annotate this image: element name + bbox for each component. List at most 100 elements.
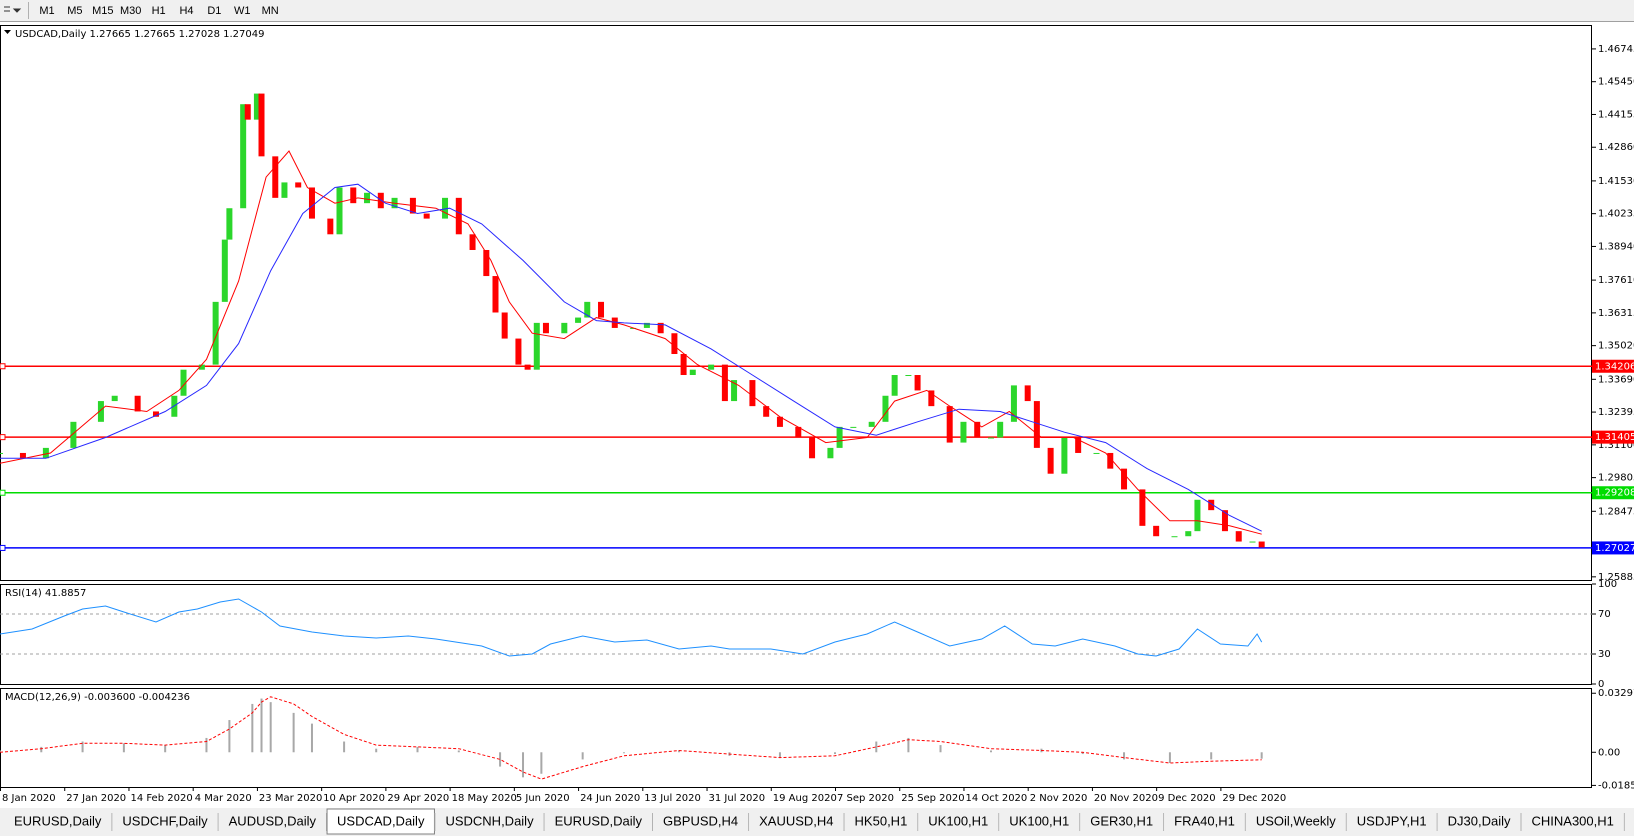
level-handle[interactable] <box>0 544 6 551</box>
candle <box>226 208 233 240</box>
tab-label[interactable]: CHINA300,H1 <box>1532 813 1614 828</box>
tab-label[interactable]: USDCNH,Daily <box>445 813 534 828</box>
tab[interactable] <box>1080 811 1164 833</box>
candle <box>180 369 187 396</box>
candle <box>1258 541 1265 548</box>
tab-label[interactable]: UK100,H1 <box>1009 813 1069 828</box>
timeframe-button[interactable]: MN <box>262 5 279 17</box>
candle <box>1033 401 1040 448</box>
timeframe-button[interactable]: M1 <box>39 5 54 17</box>
candle <box>1093 452 1100 454</box>
macd-bar <box>989 750 992 753</box>
y-tick-label: 1.37610 <box>1598 275 1634 286</box>
macd-bar <box>251 703 254 753</box>
tab[interactable] <box>435 811 544 833</box>
candle <box>258 93 265 157</box>
tab-label[interactable]: USDJPY,H1 <box>1357 813 1427 828</box>
macd-bar <box>540 752 543 774</box>
timeframe-button[interactable]: M15 <box>92 5 113 17</box>
tab[interactable] <box>749 811 844 833</box>
tab-label[interactable]: XAUUSD,H4 <box>759 813 833 828</box>
x-tick-label: 9 Dec 2020 <box>1158 793 1216 804</box>
tab[interactable] <box>218 811 327 833</box>
macd-bar <box>310 723 313 753</box>
candle <box>492 276 499 313</box>
tab[interactable] <box>112 811 218 833</box>
y-tick-label: 1.36315 <box>1598 308 1634 319</box>
tab-label[interactable]: AUDUSD,Daily <box>229 813 317 828</box>
candle <box>749 380 756 407</box>
y-tick-label: 1.44155 <box>1598 109 1634 120</box>
tab[interactable] <box>1346 811 1437 833</box>
tab[interactable] <box>326 808 435 835</box>
x-tick-label: 5 Jun 2020 <box>516 793 570 804</box>
tab-label[interactable]: GBPUSD,H4 <box>663 813 738 828</box>
tab-label[interactable]: DJ30,Daily <box>1448 813 1511 828</box>
macd-bar <box>678 750 681 753</box>
tab-label[interactable]: USOil,Weekly <box>1256 813 1336 828</box>
y-tick-label: 1.32395 <box>1598 407 1634 418</box>
x-tick-label: 7 Sep 2020 <box>837 793 894 804</box>
macd-bar <box>81 741 84 753</box>
level-handle[interactable] <box>0 434 6 441</box>
candle <box>198 364 205 370</box>
candle <box>423 213 430 219</box>
macd-bar <box>205 737 208 753</box>
candle <box>70 421 77 448</box>
macd-bar <box>1123 752 1126 760</box>
level-label: 1.29208 <box>1595 488 1634 499</box>
tab-label[interactable]: FRA40,H1 <box>1174 813 1235 828</box>
candle <box>1061 437 1068 474</box>
candle <box>483 249 490 277</box>
timeframe-button[interactable]: H1 <box>152 5 166 17</box>
timeframe-button[interactable]: H4 <box>179 5 193 17</box>
tab[interactable] <box>4 811 112 833</box>
candle <box>272 156 279 198</box>
toolbar-menu-icon[interactable] <box>4 6 22 13</box>
tab[interactable] <box>1437 811 1521 833</box>
tab[interactable] <box>1245 811 1346 833</box>
tab-label[interactable]: GER30,H1 <box>1090 813 1153 828</box>
timeframe-button[interactable]: D1 <box>207 5 221 17</box>
collapse-arrow[interactable] <box>4 30 11 34</box>
macd-bar <box>457 750 460 753</box>
panel-title: MACD(12,26,9) -0.003600 -0.004236 <box>5 692 190 703</box>
level-handle[interactable] <box>0 489 6 496</box>
tab[interactable] <box>652 811 749 833</box>
tab[interactable] <box>918 811 999 833</box>
timeframe-button[interactable]: M30 <box>120 5 141 17</box>
x-tick-label: 20 Nov 2020 <box>1094 793 1158 804</box>
macd-bar <box>40 746 43 753</box>
candle <box>1075 437 1082 453</box>
tab[interactable] <box>1521 811 1624 833</box>
x-tick-label: 13 Jul 2020 <box>644 793 701 804</box>
y-tick-label: 1.29805 <box>1598 473 1634 484</box>
tab-label[interactable]: EURUSD,Daily <box>14 813 102 828</box>
macd-signal <box>0 696 1262 780</box>
tab[interactable] <box>999 811 1080 833</box>
tab-label[interactable]: USDCAD,Daily <box>337 813 425 828</box>
candle <box>1024 385 1031 402</box>
tab-label[interactable]: EURUSD,Daily <box>555 813 643 828</box>
macd-bar <box>499 752 502 767</box>
panel-title: RSI(14) 41.8857 <box>5 588 86 599</box>
candle <box>882 395 889 422</box>
timeframe-button[interactable]: M5 <box>67 5 82 17</box>
tab[interactable] <box>844 811 918 833</box>
level-handle[interactable] <box>0 363 6 370</box>
tab[interactable] <box>1164 811 1245 833</box>
macd-bar <box>1260 752 1263 759</box>
tab[interactable] <box>1624 811 1634 833</box>
level-label-bg <box>1592 430 1634 444</box>
candle <box>1171 536 1178 538</box>
candle <box>598 301 605 318</box>
tab-label[interactable]: USDCHF,Daily <box>122 813 208 828</box>
candle <box>960 421 967 443</box>
tab-label[interactable]: HK50,H1 <box>855 813 908 828</box>
tab[interactable] <box>544 811 652 833</box>
timeframe-button[interactable]: W1 <box>234 5 251 17</box>
macd-bar <box>622 752 625 754</box>
candle <box>501 312 508 339</box>
tab-label[interactable]: UK100,H1 <box>928 813 988 828</box>
y-tick-label: 1.42860 <box>1598 142 1634 153</box>
